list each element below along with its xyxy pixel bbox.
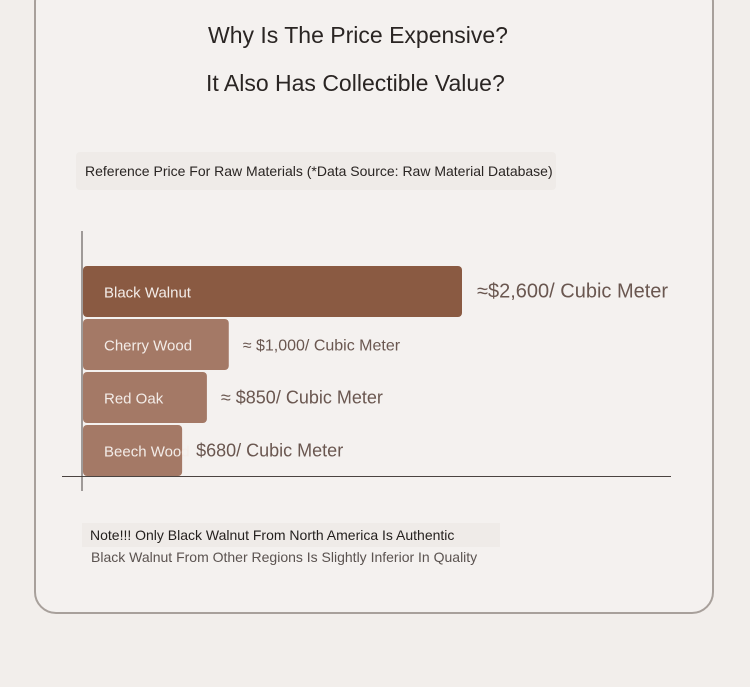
page-title: Why Is The Price Expensive? xyxy=(208,22,508,48)
quality-note: Black Walnut From Other Regions Is Sligh… xyxy=(91,549,478,565)
authenticity-note: Note!!! Only Black Walnut From North Ame… xyxy=(82,523,500,547)
page-subtitle: It Also Has Collectible Value? xyxy=(206,70,505,96)
chart-title: Reference Price For Raw Materials (*Data… xyxy=(76,152,556,190)
